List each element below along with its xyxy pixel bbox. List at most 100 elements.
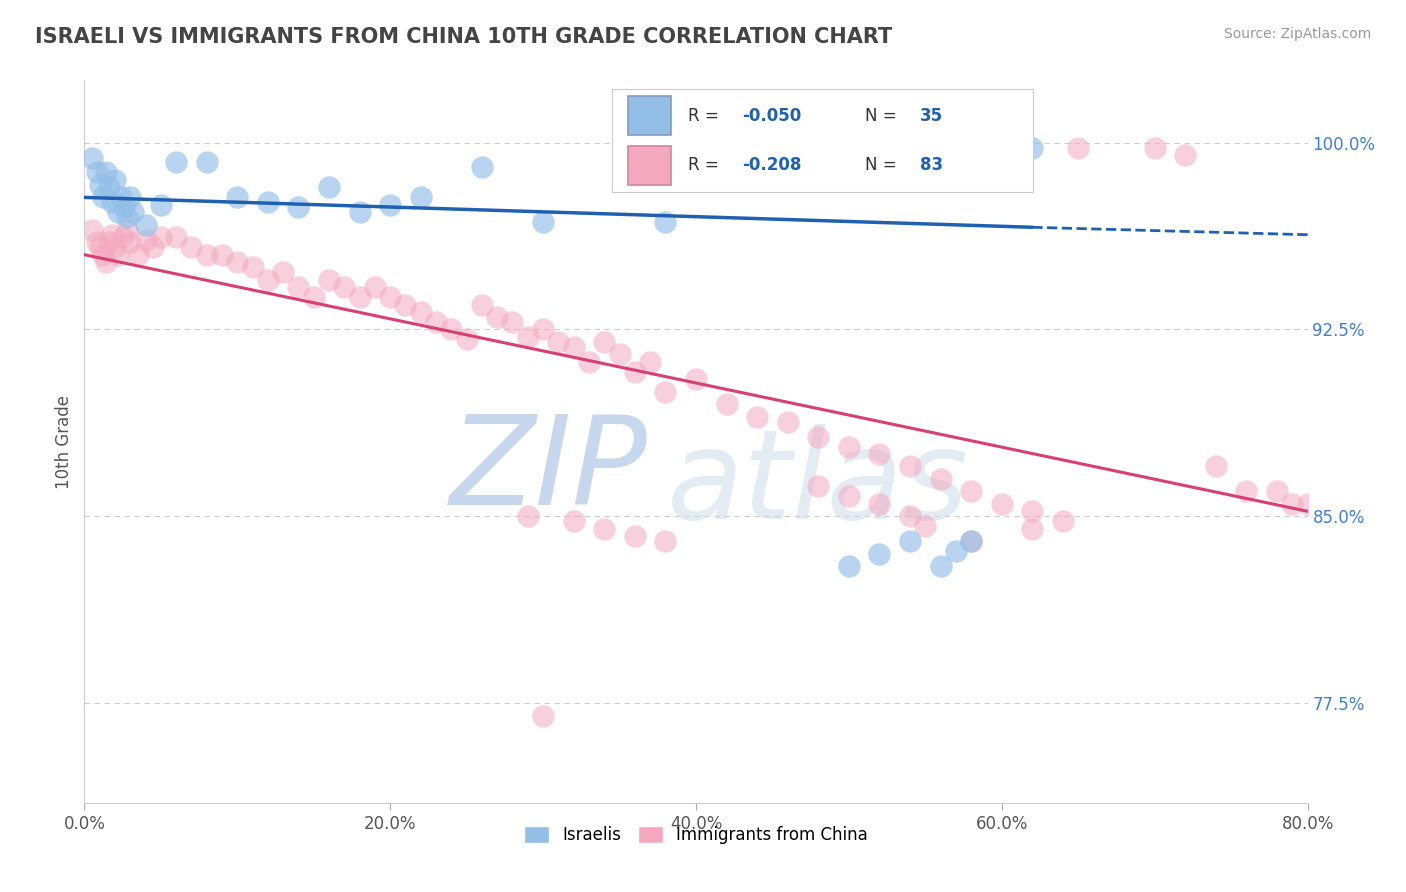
Point (180, 240, 202, 254)
Point (91, 190, 114, 204)
Point (287, 280, 309, 294)
Point (486, 310, 509, 324)
Point (716, 397, 738, 411)
Text: R =: R = (688, 156, 724, 174)
Point (1205, 459, 1227, 474)
Text: ISRAELI VS IMMIGRANTS FROM CHINA 10TH GRADE CORRELATION CHART: ISRAELI VS IMMIGRANTS FROM CHINA 10TH GR… (35, 27, 893, 46)
Point (409, 190, 432, 204)
Text: -0.050: -0.050 (742, 107, 801, 125)
Point (97, 180, 120, 194)
Point (94, 255, 117, 269)
Point (1265, 484, 1288, 499)
Point (89, 240, 111, 254)
Point (624, 365, 647, 379)
Point (257, 195, 280, 210)
Text: atlas: atlas (668, 425, 969, 545)
Point (86, 235, 108, 250)
Point (838, 440, 860, 454)
Point (502, 315, 524, 329)
Point (531, 708, 554, 723)
Point (914, 519, 936, 533)
Point (149, 198, 172, 212)
Point (287, 200, 309, 214)
Point (869, 497, 891, 511)
Point (1052, 514, 1074, 528)
Point (380, 290, 402, 304)
Point (456, 332, 478, 346)
Point (97, 235, 120, 250)
Point (516, 509, 538, 524)
Point (104, 240, 127, 254)
Point (1021, 522, 1043, 536)
Point (593, 522, 616, 536)
Text: R =: R = (688, 107, 724, 125)
Point (945, 544, 967, 558)
Point (654, 384, 676, 399)
Point (1021, 504, 1043, 518)
Point (991, 497, 1014, 511)
FancyBboxPatch shape (628, 145, 671, 185)
Point (624, 529, 647, 543)
Point (165, 155, 187, 169)
Point (807, 429, 830, 443)
Point (80, 151, 103, 165)
Point (807, 479, 830, 493)
Legend: Israelis, Immigrants from China: Israelis, Immigrants from China (516, 817, 876, 852)
Point (127, 248, 149, 262)
Text: 35: 35 (920, 107, 942, 125)
Point (110, 190, 132, 204)
Point (409, 305, 432, 319)
Point (120, 235, 142, 250)
Point (929, 472, 952, 486)
Point (165, 230, 187, 244)
Text: 83: 83 (920, 156, 942, 174)
Point (89, 178, 111, 192)
Point (135, 218, 157, 232)
Point (838, 559, 860, 574)
Point (101, 227, 124, 242)
Point (531, 215, 554, 229)
Point (195, 248, 218, 262)
Point (135, 233, 157, 247)
Point (593, 334, 616, 349)
Point (609, 347, 631, 361)
Point (115, 223, 138, 237)
Point (122, 205, 145, 219)
Point (226, 190, 249, 204)
Text: N =: N = (865, 107, 901, 125)
Point (271, 265, 294, 279)
Point (471, 297, 494, 311)
Point (547, 334, 569, 349)
Point (898, 509, 921, 524)
Point (1021, 140, 1043, 154)
Point (898, 534, 921, 549)
Point (364, 280, 387, 294)
Point (302, 290, 325, 304)
Text: Source: ZipAtlas.com: Source: ZipAtlas.com (1223, 27, 1371, 41)
Point (747, 409, 769, 424)
Point (1174, 148, 1197, 162)
Point (1296, 497, 1319, 511)
Point (120, 190, 142, 204)
Point (578, 355, 600, 369)
Point (318, 180, 340, 194)
Point (318, 272, 340, 286)
Point (142, 240, 165, 254)
Point (112, 200, 135, 214)
Text: ZIP: ZIP (450, 410, 648, 531)
Point (440, 322, 463, 336)
Point (107, 248, 129, 262)
Point (869, 547, 891, 561)
Point (101, 195, 124, 210)
Point (195, 155, 218, 169)
Point (111, 230, 134, 244)
Point (226, 255, 249, 269)
Point (80, 223, 103, 237)
Point (86, 165, 108, 179)
Point (562, 340, 585, 354)
Point (1143, 140, 1166, 154)
Text: N =: N = (865, 156, 901, 174)
Point (960, 534, 983, 549)
Point (531, 322, 554, 336)
Point (562, 514, 585, 528)
